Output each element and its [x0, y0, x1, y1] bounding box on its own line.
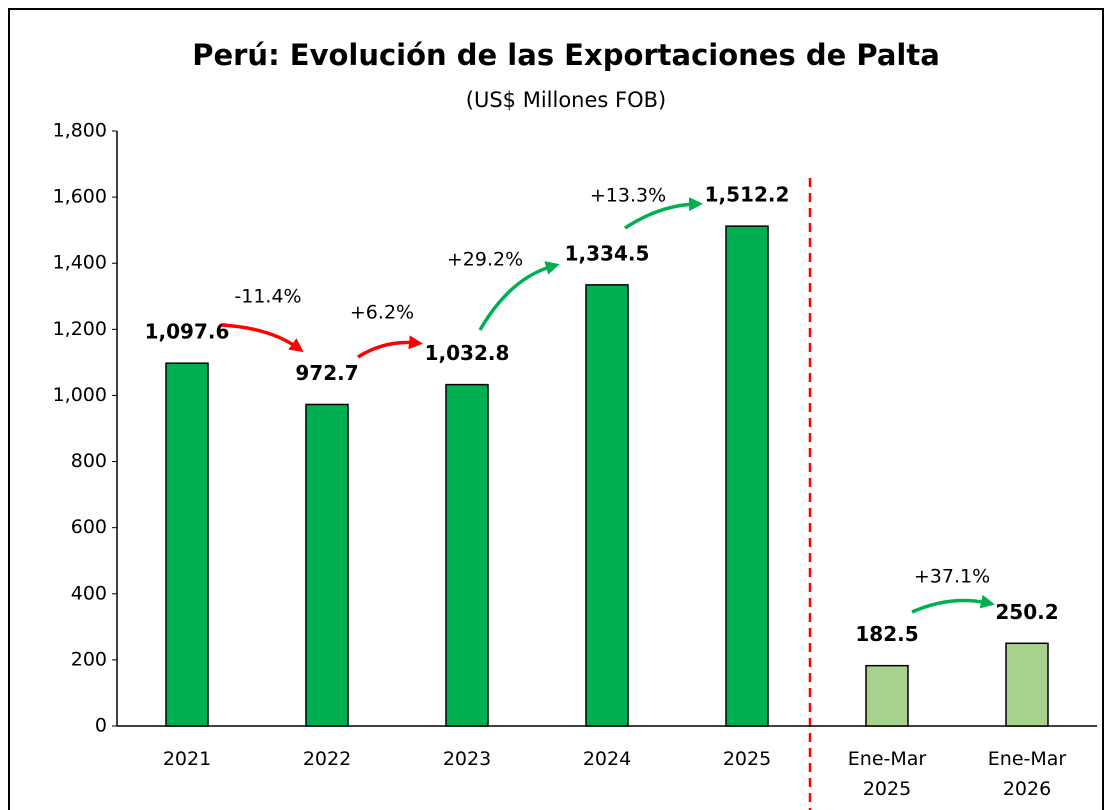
chart-subtitle: (US$ Millones FOB) — [466, 88, 666, 112]
chart-title: Perú: Evolución de las Exportaciones de … — [192, 38, 940, 72]
bar — [445, 383, 489, 727]
y-tick-label: 1,600 — [53, 186, 107, 208]
x-tick-label-box: 2022 — [302, 748, 352, 770]
y-tick-label: 400 — [71, 582, 107, 604]
y-tick-label: 1,400 — [53, 252, 107, 274]
value-label: 1,512.2 — [705, 183, 790, 207]
value-label: 972.7 — [295, 361, 358, 385]
y-tick-label: 1,000 — [53, 384, 107, 406]
y-tick-label: 800 — [71, 450, 107, 472]
x-tick-label-box: 2024 — [582, 748, 632, 770]
growth-arrow — [357, 335, 423, 359]
x-tick-label-box: Ene-Mar 2025 — [847, 748, 927, 800]
growth-arrow — [478, 261, 560, 331]
value-label: 182.5 — [855, 622, 918, 646]
value-label: 250.2 — [995, 600, 1058, 624]
growth-arrow — [221, 323, 304, 353]
bar — [1005, 642, 1049, 727]
bar — [165, 362, 209, 727]
annotation: +6.2% — [350, 302, 414, 324]
x-tick-label-box: 2021 — [162, 748, 212, 770]
value-label: 1,097.6 — [145, 320, 230, 344]
growth-arrow — [624, 197, 703, 230]
x-tick-label: 2025 — [722, 748, 772, 770]
y-tick-label: 1,200 — [53, 318, 107, 340]
value-label: 1,334.5 — [565, 241, 650, 265]
value-label: 1,032.8 — [425, 341, 510, 365]
bar — [865, 664, 909, 727]
x-tick-label: 2024 — [582, 748, 632, 770]
x-tick-label-box: Ene-Mar 2026 — [987, 748, 1067, 800]
annotation: +13.3% — [590, 185, 666, 207]
growth-arrow — [911, 594, 995, 614]
x-tick-label: 2022 — [302, 748, 352, 770]
y-tick-label: 200 — [71, 648, 107, 670]
x-tick-label: Ene-Mar 2026 — [987, 748, 1067, 800]
x-tick-label-box: 2025 — [722, 748, 772, 770]
annotation: +29.2% — [447, 249, 523, 271]
chart-border — [8, 8, 1104, 810]
x-tick-label-box: 2023 — [442, 748, 492, 770]
x-tick-label: Ene-Mar 2025 — [847, 748, 927, 800]
bar — [585, 284, 629, 727]
x-tick-label: 2021 — [162, 748, 212, 770]
bar — [305, 403, 349, 727]
y-tick-label: 1,800 — [53, 120, 107, 142]
y-tick-label: 600 — [71, 516, 107, 538]
y-tick-label: 0 — [95, 715, 107, 737]
annotation: +37.1% — [914, 566, 990, 588]
x-tick-label: 2023 — [442, 748, 492, 770]
bar — [725, 225, 769, 727]
annotation: -11.4% — [234, 286, 301, 308]
